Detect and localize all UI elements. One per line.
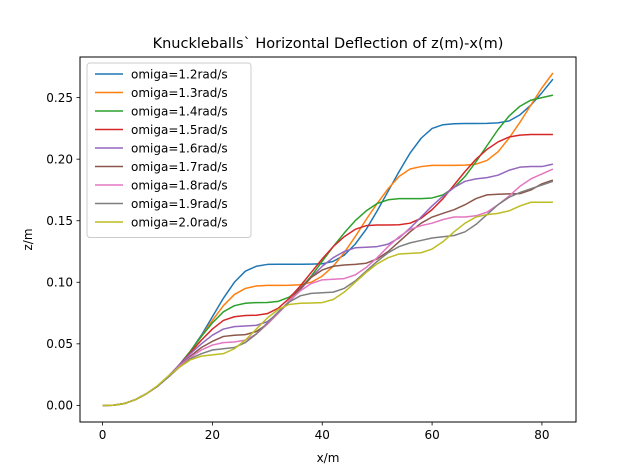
legend-label-1: omiga=1.2rad/s: [131, 67, 228, 81]
legend-label-3: omiga=1.4rad/s: [131, 104, 228, 118]
series-layer: [102, 72, 554, 407]
y-tick-label: 0.10: [46, 276, 73, 290]
y-axis: 0.00 0.05 0.10 0.15 0.20 0.25: [46, 91, 80, 413]
x-tick-label: 20: [205, 428, 220, 442]
y-tick-label: 0.25: [46, 91, 73, 105]
y-tick-label: 0.20: [46, 152, 73, 166]
x-tick-label: 0: [99, 428, 107, 442]
y-tick-label: 0.15: [46, 214, 73, 228]
x-tick-label: 60: [424, 428, 439, 442]
y-tick-label: 0.00: [46, 399, 73, 413]
legend-label-5: omiga=1.6rad/s: [131, 141, 228, 155]
plot-frame: [79, 56, 577, 423]
legend-label-8: omiga=1.9rad/s: [131, 197, 228, 211]
y-axis-label: z/m: [21, 228, 35, 250]
legend-label-6: omiga=1.7rad/s: [131, 160, 228, 174]
x-axis-label: x/m: [317, 451, 340, 465]
x-axis: 0 20 40 60 80: [99, 422, 550, 442]
y-tick-label: 0.05: [46, 337, 73, 351]
x-tick-label: 80: [534, 428, 549, 442]
legend-label-7: omiga=1.8rad/s: [131, 178, 228, 192]
chart-title: Knuckleballs` Horizontal Deflection of z…: [153, 36, 504, 52]
x-tick-label: 40: [315, 428, 330, 442]
legend-label-2: omiga=1.3rad/s: [131, 86, 228, 100]
legend-label-4: omiga=1.5rad/s: [131, 123, 228, 137]
legend: omiga=1.2rad/s omiga=1.3rad/s omiga=1.4rad…: [86, 62, 252, 238]
legend-label-9: omiga=2.0rad/s: [131, 215, 228, 229]
legend-box: [86, 62, 252, 238]
series-line-9: [102, 201, 553, 407]
